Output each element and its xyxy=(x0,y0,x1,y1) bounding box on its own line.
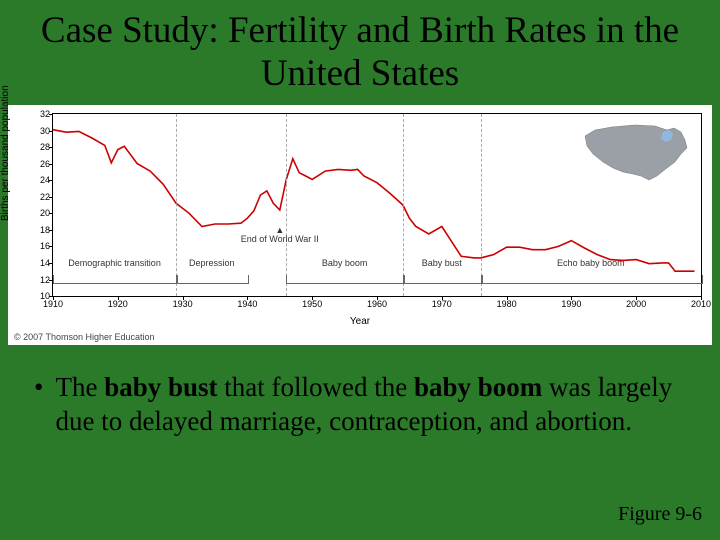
slide-title: Case Study: Fertility and Birth Rates in… xyxy=(0,0,720,101)
y-axis-label: Births per thousand population xyxy=(0,85,11,221)
era-divider xyxy=(403,114,404,296)
x-axis-label: Year xyxy=(350,316,370,327)
y-tick-mark xyxy=(49,230,53,231)
y-tick-mark xyxy=(49,114,53,115)
y-tick-mark xyxy=(49,164,53,165)
x-tick-mark xyxy=(312,296,313,300)
era-bracket xyxy=(403,275,483,284)
x-tick-mark xyxy=(701,296,702,300)
era-label: Baby bust xyxy=(422,258,462,268)
y-tick-mark xyxy=(49,180,53,181)
bullet-text: The baby bust that followed the baby boo… xyxy=(55,371,686,439)
x-tick-mark xyxy=(571,296,572,300)
figure-number: Figure 9-6 xyxy=(618,503,702,526)
copyright-text: © 2007 Thomson Higher Education xyxy=(14,332,155,342)
y-tick-mark xyxy=(49,131,53,132)
bullet-dot: • xyxy=(34,371,43,439)
y-tick-mark xyxy=(49,213,53,214)
bullet-bold-1: baby bust xyxy=(104,372,217,402)
era-label: Depression xyxy=(189,258,235,268)
x-tick-mark xyxy=(183,296,184,300)
era-bracket xyxy=(481,275,703,284)
era-bracket xyxy=(53,275,178,284)
bullet-item: • The baby bust that followed the baby b… xyxy=(0,349,720,439)
x-tick-mark xyxy=(247,296,248,300)
era-bracket xyxy=(286,275,405,284)
slide-root: Case Study: Fertility and Birth Rates in… xyxy=(0,0,720,540)
era-label: Demographic transition xyxy=(68,258,161,268)
era-divider xyxy=(176,114,177,296)
y-tick-mark xyxy=(49,147,53,148)
era-label: Baby boom xyxy=(322,258,368,268)
us-map-icon xyxy=(577,118,697,188)
bullet-text-1: The xyxy=(55,372,104,402)
bullet-bold-2: baby boom xyxy=(414,372,542,402)
y-tick-mark xyxy=(49,263,53,264)
era-bracket xyxy=(176,275,249,284)
era-label: Echo baby boom xyxy=(557,258,625,268)
x-tick-mark xyxy=(118,296,119,300)
y-tick-mark xyxy=(49,197,53,198)
annotation-ww2: End of World War II xyxy=(241,226,319,244)
era-divider xyxy=(481,114,482,296)
x-tick-mark xyxy=(53,296,54,300)
plot-area: 1012141618202224262830321910192019301940… xyxy=(52,113,702,297)
chart-container: Births per thousand population Year © 20… xyxy=(8,105,712,345)
era-divider xyxy=(286,114,287,296)
x-tick-mark xyxy=(442,296,443,300)
bullet-text-2: that followed the xyxy=(218,372,414,402)
y-tick-mark xyxy=(49,246,53,247)
x-tick-mark xyxy=(377,296,378,300)
x-tick-mark xyxy=(636,296,637,300)
x-tick-mark xyxy=(507,296,508,300)
